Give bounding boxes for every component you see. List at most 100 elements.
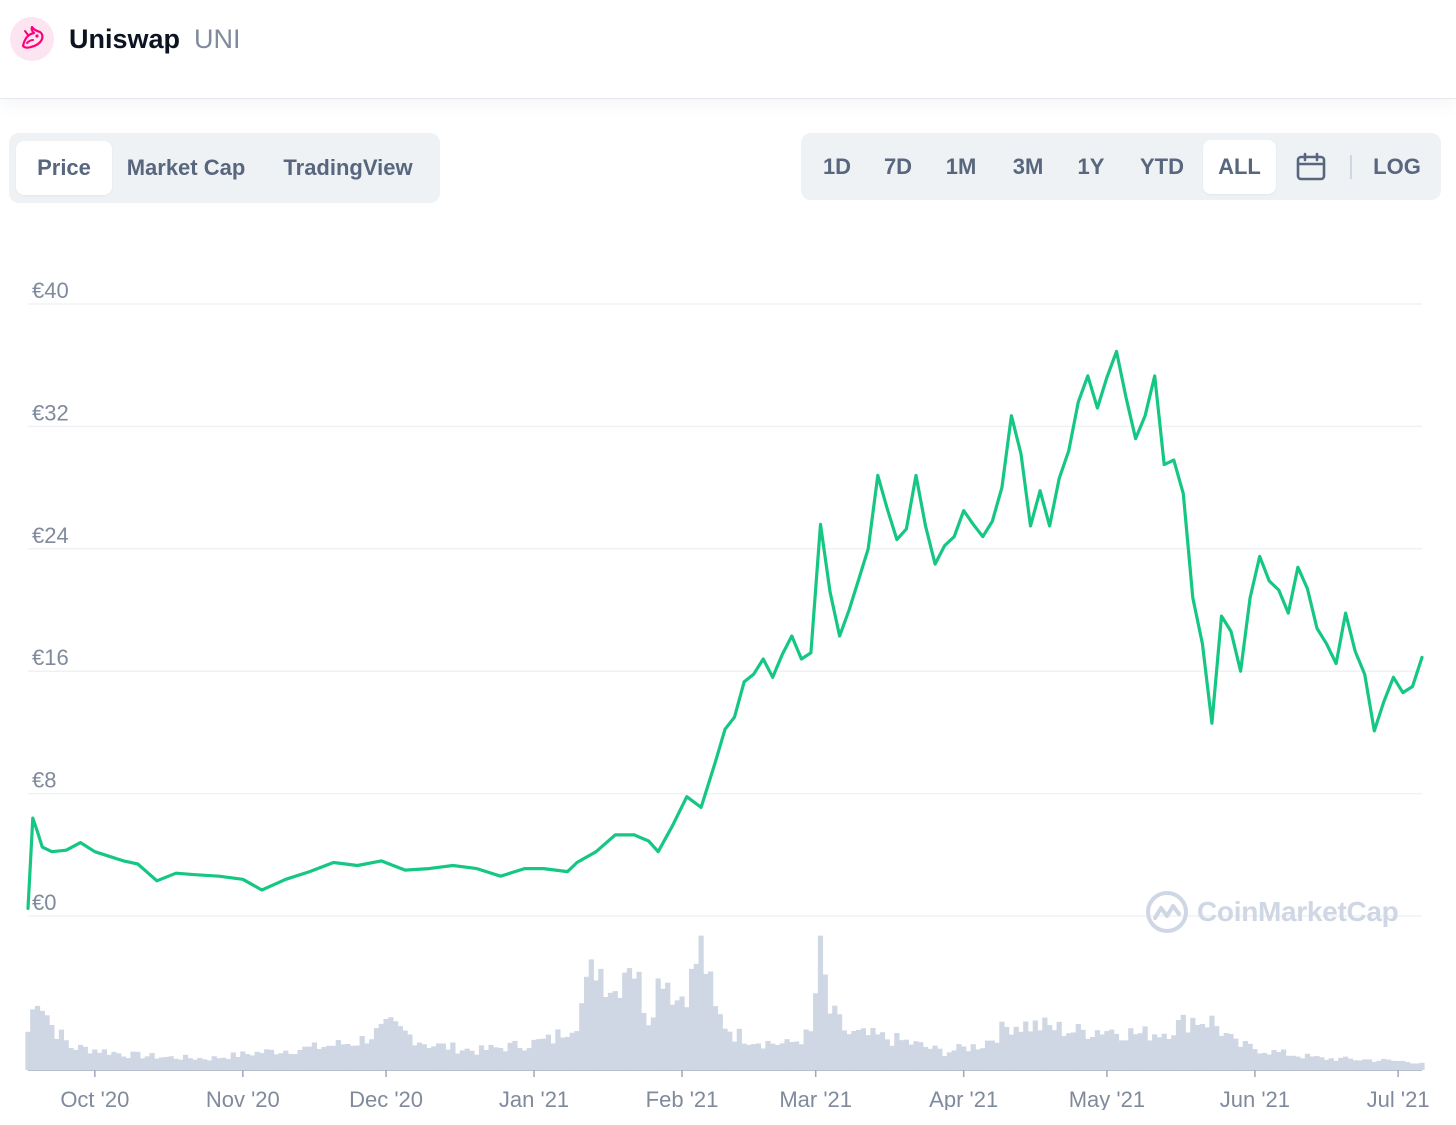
volume-bar xyxy=(39,1010,45,1070)
volume-bar xyxy=(197,1057,203,1070)
range-7d[interactable]: 7D xyxy=(883,154,913,179)
volume-bar xyxy=(30,1009,36,1070)
volume-bar xyxy=(703,973,709,1070)
x-tick-label: Dec '20 xyxy=(349,1087,423,1110)
range-3m[interactable]: 3M xyxy=(1012,154,1044,179)
volume-bar xyxy=(297,1049,303,1070)
volume-bar xyxy=(698,935,704,1070)
volume-bar xyxy=(34,1005,41,1070)
range-1y[interactable]: 1Y xyxy=(1077,154,1105,179)
volume-bar xyxy=(397,1026,403,1070)
volume-bar xyxy=(1061,1035,1067,1070)
volume-bar xyxy=(1161,1033,1167,1070)
volume-bar xyxy=(961,1046,967,1070)
volume-bar xyxy=(259,1052,265,1070)
volume-bar xyxy=(722,1028,728,1070)
volume-bar xyxy=(1094,1030,1100,1070)
volume-bar xyxy=(1261,1053,1268,1070)
volume-bar xyxy=(483,1049,489,1070)
volume-bar xyxy=(230,1052,236,1070)
volume-bar xyxy=(1366,1059,1373,1070)
volume-bar xyxy=(1414,1063,1420,1070)
volume-bar xyxy=(1304,1053,1311,1070)
log-scale-toggle[interactable]: LOG xyxy=(1373,154,1421,179)
volume-bar xyxy=(560,1037,566,1070)
volume-bar xyxy=(569,1032,575,1070)
volume-bar xyxy=(268,1049,275,1070)
volume-bar xyxy=(884,1039,890,1070)
volume-bar xyxy=(918,1042,924,1070)
volume-bar xyxy=(784,1039,790,1070)
volume-bar xyxy=(980,1048,986,1070)
volume-bar xyxy=(832,1005,838,1070)
volume-bar xyxy=(1419,1062,1425,1070)
volume-bar xyxy=(588,959,594,1070)
volume-bar xyxy=(622,972,628,1070)
volume-bar xyxy=(741,1043,747,1070)
y-tick-label: €40 xyxy=(32,278,69,303)
volume-bar xyxy=(245,1054,251,1070)
volume-bar xyxy=(545,1034,551,1070)
tab-tradingview[interactable]: TradingView xyxy=(283,155,413,180)
volume-bar xyxy=(235,1056,241,1070)
volume-bar xyxy=(932,1045,938,1070)
volume-bar xyxy=(25,1031,31,1070)
price-line-layer xyxy=(26,349,1424,911)
volume-bar xyxy=(927,1048,933,1070)
volume-bar xyxy=(416,1042,423,1070)
volume-bar xyxy=(493,1047,499,1070)
range-1m[interactable]: 1M xyxy=(945,154,977,179)
volume-bar xyxy=(1280,1049,1287,1070)
y-tick-label: €0 xyxy=(32,890,56,915)
volume-bar xyxy=(1113,1033,1120,1070)
volume-bar xyxy=(173,1058,179,1070)
volume-bar xyxy=(1132,1034,1139,1070)
volume-bar xyxy=(58,1029,65,1070)
grid-lines xyxy=(28,303,1422,917)
volume-bar xyxy=(1214,1026,1220,1070)
tab-price[interactable]: Price xyxy=(16,141,112,195)
volume-bar xyxy=(779,1043,785,1070)
volume-bar xyxy=(1147,1040,1153,1070)
x-tick-label: Jul '21 xyxy=(1367,1087,1430,1110)
volume-bar xyxy=(502,1051,508,1070)
volume-bar xyxy=(111,1051,117,1070)
volume-bar xyxy=(679,996,685,1070)
volume-bar xyxy=(1233,1038,1239,1070)
volume-bar xyxy=(1123,1040,1129,1070)
range-1d[interactable]: 1D xyxy=(822,154,852,179)
calendar-icon[interactable] xyxy=(1295,151,1327,183)
volume-bar xyxy=(760,1048,766,1070)
tab-market-cap[interactable]: Market Cap xyxy=(126,155,246,180)
volume-bar xyxy=(908,1044,914,1070)
volume-bar xyxy=(373,1028,380,1070)
volume-bar xyxy=(1409,1063,1416,1070)
volume-bar xyxy=(1066,1033,1072,1070)
volume-bar xyxy=(1089,1037,1096,1070)
volume-bar xyxy=(583,976,590,1070)
volume-bar xyxy=(1271,1050,1277,1070)
volume-bar xyxy=(435,1043,442,1070)
volume-bar xyxy=(607,992,614,1070)
volume-bar xyxy=(598,968,604,1070)
volume-bar xyxy=(1347,1058,1353,1070)
volume-bar xyxy=(388,1017,394,1070)
volume-bar xyxy=(1228,1033,1234,1070)
volume-bar xyxy=(292,1054,298,1070)
volume-bar xyxy=(946,1052,952,1070)
volume-bar xyxy=(168,1056,174,1070)
volume-bar xyxy=(1400,1060,1406,1070)
volume-bar xyxy=(163,1056,170,1070)
volume-bar xyxy=(135,1051,141,1070)
coin-name: Uniswap xyxy=(69,24,181,54)
volume-bar xyxy=(1376,1060,1382,1070)
volume-bar xyxy=(1185,1032,1191,1070)
range-ytd[interactable]: YTD xyxy=(1140,154,1184,179)
volume-bar xyxy=(875,1034,881,1070)
volume-bar xyxy=(1390,1060,1396,1070)
range-all[interactable]: ALL xyxy=(1203,140,1276,194)
volume-bar xyxy=(459,1050,466,1070)
volume-bar xyxy=(1266,1054,1272,1070)
x-tick-label: Feb '21 xyxy=(646,1087,719,1110)
volume-bar xyxy=(101,1049,107,1070)
